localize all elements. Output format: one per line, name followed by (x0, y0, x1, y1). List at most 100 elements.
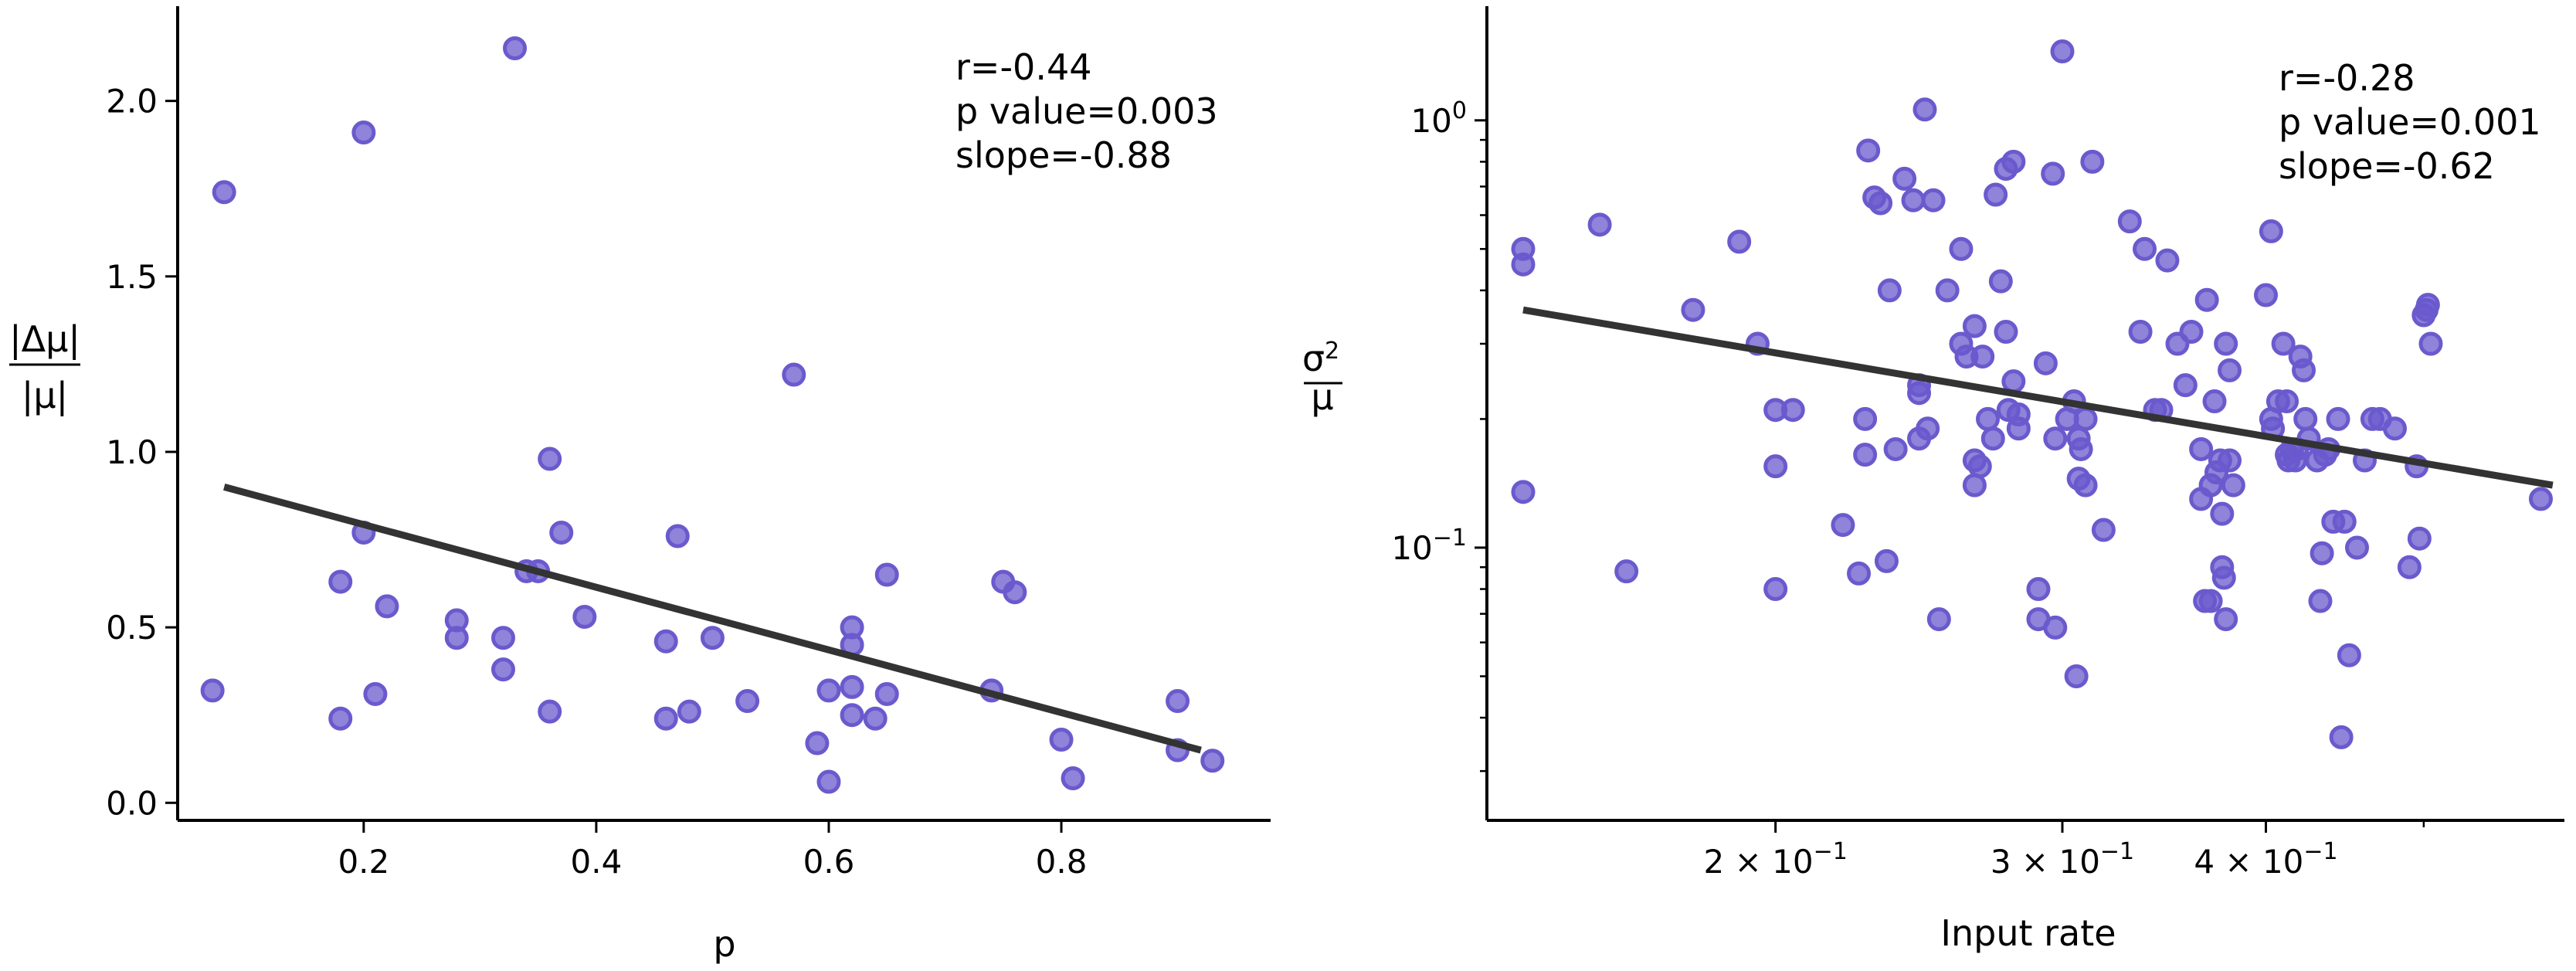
right-annotation-r: r=-0.28 (2279, 57, 2415, 99)
data-point (2073, 473, 2098, 497)
data-point (1831, 513, 1855, 538)
data-point (2117, 209, 2142, 234)
data-point (2214, 607, 2238, 632)
data-point (1877, 278, 1902, 303)
data-point (1868, 191, 1893, 216)
data-point (2043, 426, 2068, 451)
x-tick-label: 3 × 10−1 (1991, 838, 2134, 881)
right-y-label-numerator: σ2 (1302, 338, 1339, 379)
data-point (805, 731, 830, 755)
data-point (1984, 182, 2008, 207)
y-tick-label: 100 (1410, 97, 1467, 140)
data-point (2271, 331, 2296, 356)
data-point (212, 180, 236, 205)
data-point (1921, 188, 1946, 212)
data-point (2382, 416, 2407, 441)
data-point (2415, 293, 2440, 317)
left-points-layer (200, 36, 1225, 794)
data-point (1926, 607, 1951, 632)
data-point (2293, 406, 2318, 431)
left-annotation-p-value: p value=0.003 (955, 90, 1218, 132)
data-point (2189, 436, 2214, 461)
data-point (2397, 555, 2422, 579)
left-y-label-denominator: |μ| (22, 375, 68, 417)
left-x-axis: 0.2 0.4 0.6 0.8 (178, 819, 1271, 881)
data-point (2155, 248, 2180, 273)
data-point (2179, 320, 2204, 345)
data-point (2033, 351, 2058, 375)
data-point (1587, 212, 1612, 237)
x-tick-label: 2 × 10−1 (1704, 838, 1848, 881)
right-annotation-slope: slope=-0.62 (2279, 145, 2495, 187)
right-stats-annotation: r=-0.28 p value=0.001 slope=-0.62 (2279, 57, 2541, 187)
right-y-axis: 10−1 100 (1391, 6, 1488, 820)
data-point (1780, 398, 1805, 423)
data-point (1727, 229, 1752, 254)
data-point (2332, 509, 2357, 534)
data-point (1681, 297, 1705, 322)
data-point (444, 626, 469, 650)
data-point (2210, 501, 2235, 526)
data-point (2218, 448, 2242, 473)
right-panel: 2 × 10−1 3 × 10−1 4 × 10−1 10−1 100 Input r… (1302, 6, 2564, 954)
left-stats-annotation: r=-0.44 p value=0.003 slope=-0.88 (955, 46, 1218, 176)
data-point (653, 629, 678, 654)
data-point (2006, 402, 2031, 426)
left-annotation-slope: slope=-0.88 (955, 134, 1172, 176)
data-point (1763, 454, 1788, 479)
data-point (1912, 97, 1937, 122)
data-point (1962, 314, 1987, 338)
data-point (653, 706, 678, 731)
data-point (2128, 320, 2153, 345)
y-tick-label: 1.5 (106, 258, 158, 296)
data-point (2043, 615, 2068, 640)
left-annotation-r: r=-0.44 (955, 46, 1091, 88)
right-y-label-denominator: μ (1311, 376, 1333, 418)
data-point (2194, 287, 2219, 312)
data-point (1976, 406, 2001, 431)
data-point (2001, 149, 2026, 174)
data-point (2026, 577, 2051, 602)
data-point (863, 706, 888, 731)
data-point (328, 706, 353, 731)
data-point (1763, 577, 1788, 602)
left-y-label-numerator: |Δμ| (9, 318, 80, 361)
data-point (2407, 526, 2432, 551)
data-point (782, 362, 806, 387)
data-point (2214, 331, 2238, 356)
data-point (816, 769, 841, 794)
data-point (1916, 416, 1940, 441)
x-tick-label: 4 × 10−1 (2194, 838, 2337, 881)
data-point (2418, 331, 2443, 356)
data-point (1874, 548, 1899, 573)
data-point (816, 678, 841, 703)
data-point (1614, 559, 1639, 584)
data-point (2041, 161, 2065, 186)
data-point (874, 562, 899, 587)
data-point (700, 626, 725, 650)
data-point (2221, 473, 2245, 497)
left-fit-line-layer (223, 484, 1202, 754)
data-point (2073, 406, 2098, 431)
data-point (490, 657, 515, 682)
right-y-label-sigma: σ (1302, 338, 1325, 379)
data-point (1892, 166, 1917, 191)
x-tick-label: 0.6 (803, 843, 855, 881)
right-y-label-exponent: 2 (1325, 338, 1339, 365)
data-point (2337, 643, 2361, 667)
data-point (1994, 320, 2018, 345)
data-point (735, 689, 760, 714)
data-point (1200, 749, 1225, 773)
data-point (1061, 766, 1085, 790)
data-point (328, 569, 353, 594)
data-point (1511, 480, 1536, 504)
right-y-axis-label: σ2 μ (1302, 338, 1342, 418)
data-point (2308, 589, 2333, 613)
data-point (538, 699, 562, 724)
data-point (490, 626, 515, 650)
data-point (665, 524, 690, 548)
data-point (874, 681, 899, 706)
data-point (2329, 725, 2354, 749)
data-point (1003, 580, 1027, 605)
data-point (1049, 728, 1074, 752)
